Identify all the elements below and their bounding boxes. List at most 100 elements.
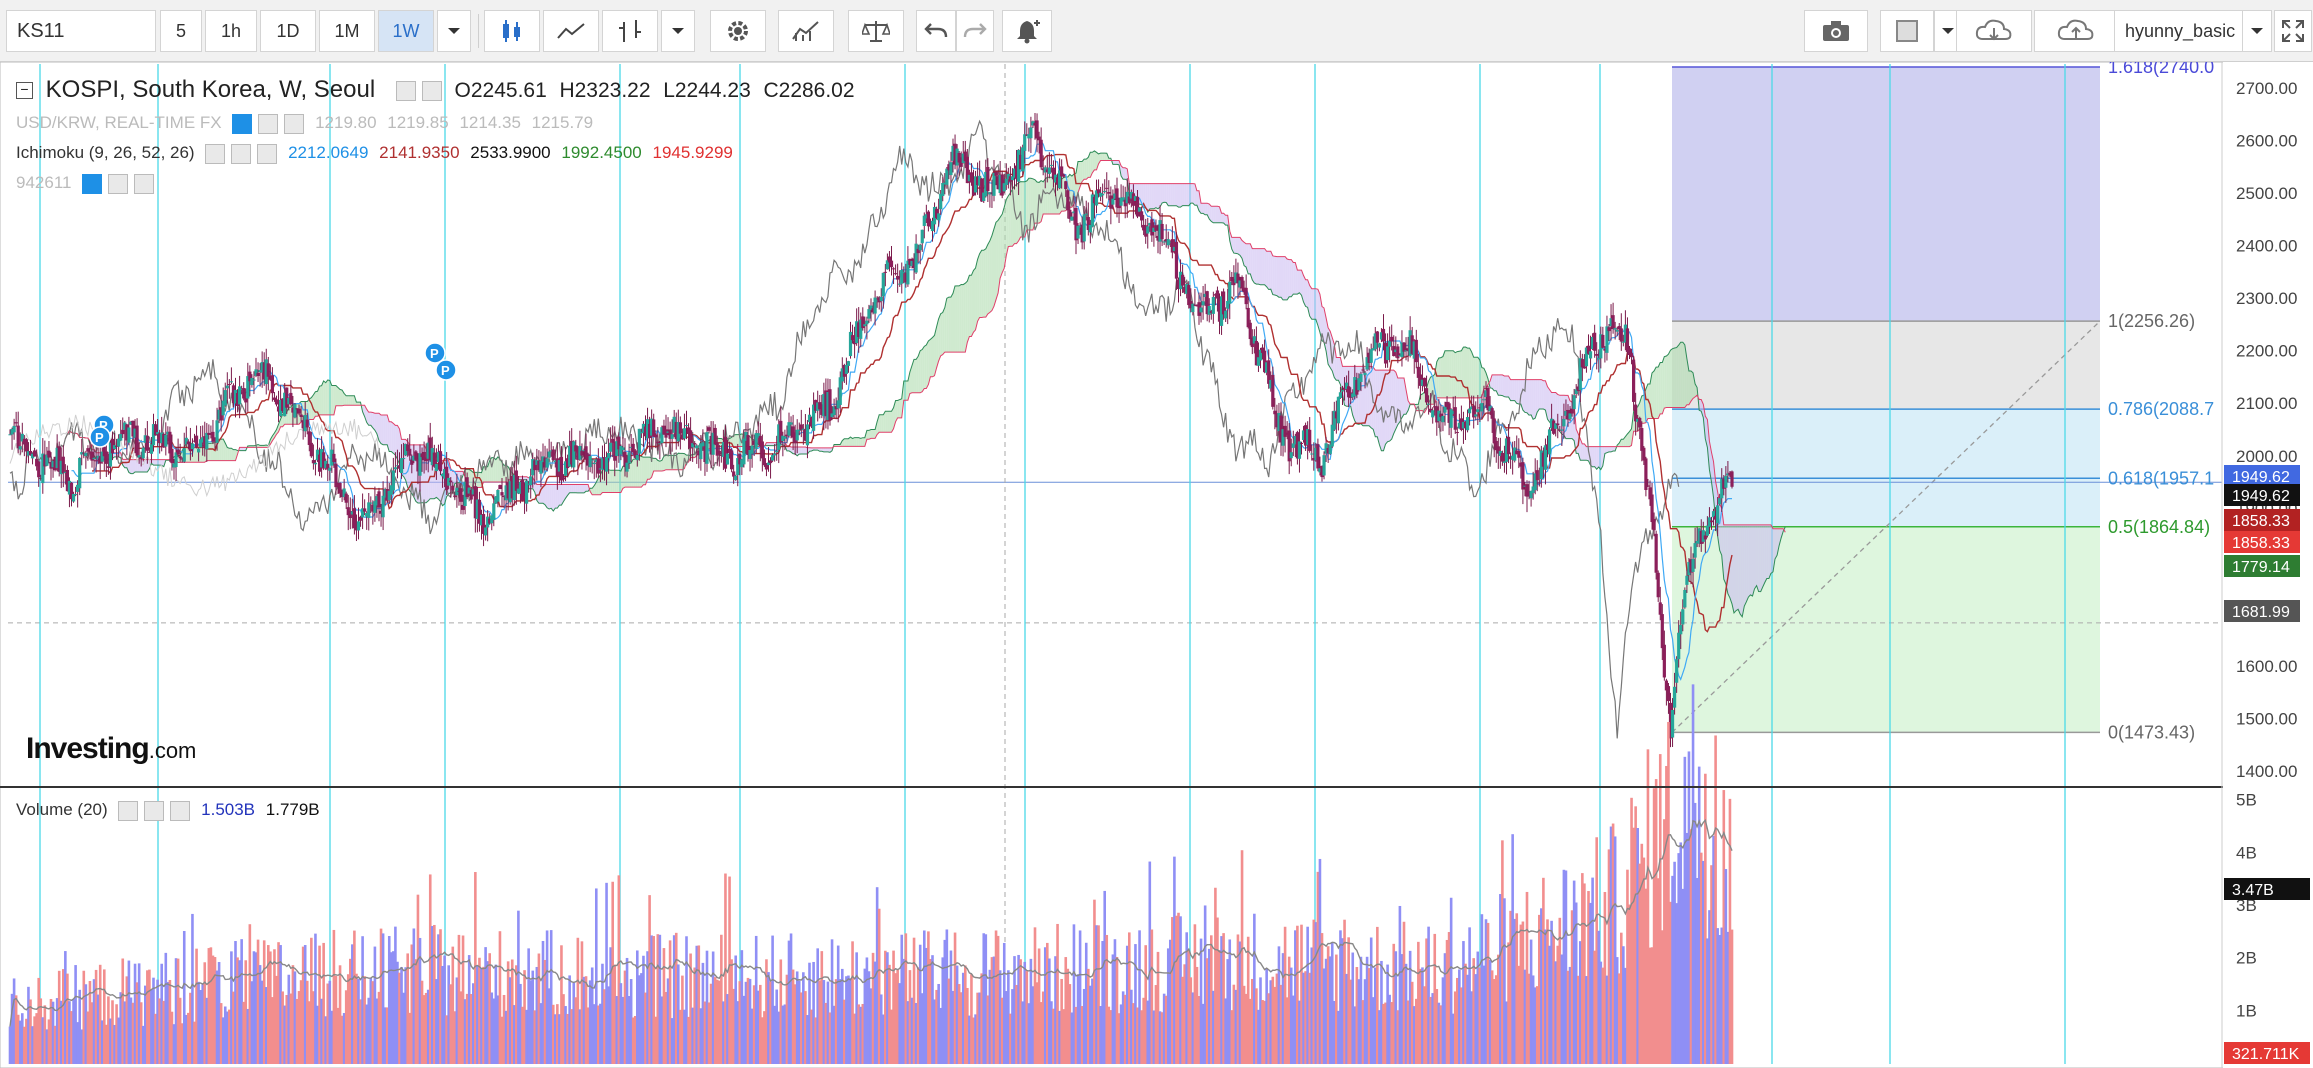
candle-body (666, 431, 670, 433)
volume-settings-icon[interactable] (118, 800, 139, 821)
settings-button[interactable] (710, 10, 766, 52)
chart-type-bars[interactable] (602, 10, 658, 52)
volume-bar (1103, 890, 1106, 1064)
screenshot-button[interactable] (1804, 10, 1868, 52)
cloud-segment-bull (629, 463, 632, 488)
study-settings-icon[interactable] (82, 173, 103, 194)
chart-type-dropdown[interactable] (661, 10, 695, 52)
interval-5[interactable]: 5 (160, 10, 202, 52)
volume-bar (822, 980, 826, 1064)
user-menu[interactable]: hyunny_basic (2114, 10, 2244, 52)
candle-body (162, 433, 166, 448)
volume-bar (113, 1024, 116, 1064)
volume-bar (139, 1002, 143, 1064)
volume-bar (908, 970, 912, 1064)
cloud-segment-bull (210, 442, 213, 461)
symbol-input[interactable]: KS11 (6, 10, 156, 52)
cloud-segment-bull (1664, 355, 1667, 409)
volume-bar (1437, 1002, 1441, 1064)
candle-body (604, 457, 609, 472)
candle-body (1127, 196, 1131, 204)
volume-format-icon[interactable] (144, 800, 165, 821)
color-picker-button[interactable] (1880, 10, 1934, 52)
legend-format-icon[interactable] (421, 80, 442, 101)
redo-button[interactable] (956, 10, 994, 52)
interval-1w[interactable]: 1W (378, 10, 434, 52)
volume-close-icon[interactable] (170, 800, 191, 821)
volume-bar (1718, 934, 1721, 1064)
save-chart-button[interactable] (2034, 10, 2118, 52)
candle-body (857, 322, 861, 337)
volume-tick-label: 5B (2236, 791, 2257, 810)
chart-canvas[interactable]: 2700.002600.002500.002400.002300.002200.… (0, 62, 2313, 1068)
cloud-segment-bear (1740, 524, 1743, 617)
fx-format-icon[interactable] (258, 113, 279, 134)
candle-body (773, 453, 777, 456)
collapse-icon[interactable]: − (16, 82, 33, 100)
legend-settings-icon[interactable] (395, 80, 416, 101)
interval-1h[interactable]: 1h (205, 10, 257, 52)
cloud-segment-bull (1621, 439, 1624, 447)
volume-bar (650, 935, 653, 1064)
candle-body (387, 490, 391, 501)
volume-bar (232, 991, 235, 1064)
volume-bar (1123, 994, 1127, 1064)
fx-close-icon[interactable] (284, 113, 305, 134)
indicators-button[interactable] (778, 10, 834, 52)
interval-dropdown[interactable] (437, 10, 471, 52)
candle-body (1373, 333, 1377, 350)
user-menu-dropdown[interactable] (2242, 10, 2272, 52)
cloud-segment-bear (1317, 289, 1320, 333)
ichimoku-close-icon[interactable] (257, 143, 278, 164)
volume-bar (1480, 914, 1484, 1064)
volume-bar (463, 999, 467, 1064)
ichimoku-settings-icon[interactable] (205, 143, 226, 164)
load-chart-button[interactable] (1956, 10, 2032, 52)
candle-body (1183, 286, 1187, 293)
volume-bar (1173, 856, 1176, 1064)
fx-settings-icon[interactable] (232, 113, 253, 134)
fibonacci-retracement[interactable] (8, 64, 2222, 1064)
candle-body (1094, 190, 1099, 206)
volume-bar (25, 1018, 28, 1064)
cloud-segment-bull (635, 455, 638, 488)
volume-bar (627, 996, 631, 1064)
candle-body (1543, 445, 1548, 470)
candle-body (1472, 405, 1476, 418)
candle-body (420, 453, 424, 458)
volume-bar (566, 1013, 569, 1064)
chevron-down-icon (1942, 28, 1954, 34)
undo-button[interactable] (916, 10, 956, 52)
cloud-segment-bull (608, 469, 611, 493)
candle-body (127, 427, 131, 443)
cloud-segment-bull (663, 455, 666, 471)
cloud-segment-bear (1604, 446, 1607, 454)
compare-button[interactable] (848, 10, 904, 52)
volume-bar (33, 1016, 36, 1064)
candle-body (443, 469, 447, 479)
chart-type-line[interactable] (543, 10, 599, 52)
fullscreen-button[interactable] (2274, 10, 2312, 52)
volume-bar (582, 976, 586, 1064)
study-format-icon[interactable] (108, 173, 129, 194)
volume-bar (47, 1019, 51, 1064)
interval-1d[interactable]: 1D (260, 10, 316, 52)
candle-body (1287, 430, 1291, 462)
candle-body (662, 425, 666, 435)
candle-body (971, 179, 976, 196)
candle-body (1519, 462, 1523, 467)
study-close-icon[interactable] (134, 173, 155, 194)
interval-1m[interactable]: 1M (319, 10, 375, 52)
ichimoku-format-icon[interactable] (231, 143, 252, 164)
volume-tick-label: 3B (2236, 896, 2257, 915)
candle-body (402, 458, 406, 460)
alert-button[interactable] (1002, 10, 1052, 52)
cloud-segment-bull (645, 457, 648, 485)
volume-bar (230, 951, 233, 1064)
candle-body (1640, 428, 1644, 451)
candle-body (535, 460, 539, 465)
cloud-segment-bull (969, 275, 972, 337)
cloud-segment-bear (579, 484, 582, 493)
chart-type-candles[interactable] (484, 10, 540, 52)
